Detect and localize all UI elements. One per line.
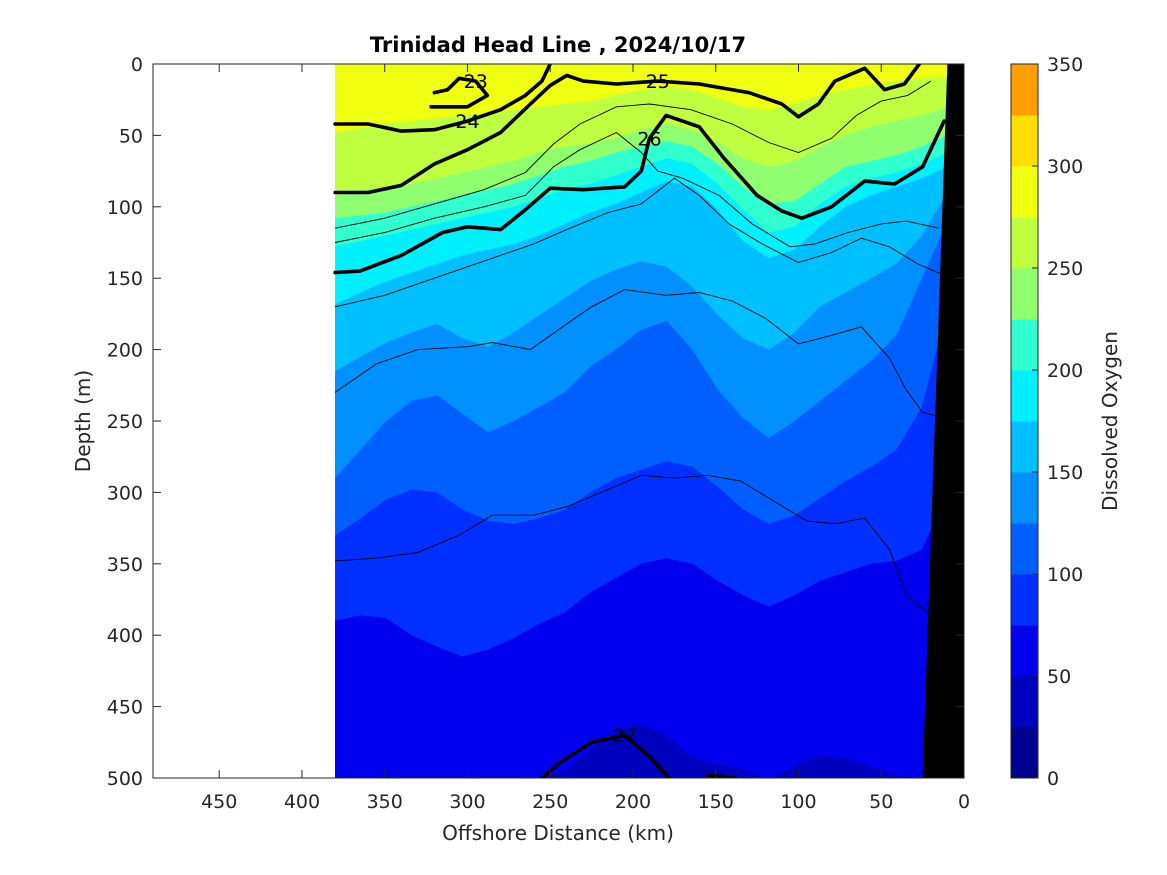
colorbar-label: Dissolved Oxygen bbox=[1098, 331, 1122, 511]
x-tick-label: 100 bbox=[780, 791, 816, 813]
density-contour-thin bbox=[335, 80, 932, 229]
bottom-topography bbox=[922, 64, 964, 778]
colorbar-segment bbox=[1011, 166, 1038, 218]
y-axis-label: Depth (m) bbox=[71, 370, 95, 472]
x-tick-label: 150 bbox=[698, 791, 734, 813]
y-tick-label: 500 bbox=[107, 768, 143, 790]
colorbar-tick-label: 300 bbox=[1047, 156, 1083, 178]
density-contour-thin bbox=[334, 289, 945, 419]
density-contour-26 bbox=[333, 113, 946, 275]
x-tick-label: 0 bbox=[958, 791, 970, 813]
colorbar-tick-label: 100 bbox=[1047, 564, 1083, 586]
plot-area: 23 24 25 26 27 bbox=[333, 64, 964, 778]
colorbar-segment bbox=[1011, 115, 1038, 167]
density-contour-27 bbox=[540, 733, 672, 778]
y-tick-label: 300 bbox=[107, 482, 143, 504]
colorbar-segment bbox=[1011, 421, 1038, 473]
y-tick-label: 450 bbox=[107, 697, 143, 719]
colorbar-segment bbox=[1011, 523, 1038, 575]
x-tick-label: 450 bbox=[201, 791, 237, 813]
chart-title: Trinidad Head Line , 2024/10/17 bbox=[370, 33, 746, 57]
colorbar-segment bbox=[1011, 574, 1038, 626]
colorbar-segment bbox=[1011, 268, 1038, 320]
contour-label-25: 25 bbox=[646, 71, 670, 93]
y-tick-label: 250 bbox=[107, 411, 143, 433]
density-contour-thin bbox=[334, 177, 945, 308]
y-tick-label: 400 bbox=[107, 625, 143, 647]
x-tick-label: 50 bbox=[869, 791, 893, 813]
y-tick-label: 200 bbox=[107, 340, 143, 362]
density-contour-23 bbox=[429, 76, 490, 109]
y-tick-label: 50 bbox=[119, 125, 143, 147]
colorbar: 0 50 100 150 200 250 300 350 bbox=[1010, 54, 1083, 790]
contour-label-26: 26 bbox=[637, 128, 661, 150]
density-contour-24 bbox=[333, 64, 552, 133]
colorbar-segment bbox=[1011, 64, 1038, 116]
colorbar-segment bbox=[1011, 625, 1038, 677]
y-tick-label: 100 bbox=[107, 197, 143, 219]
y-tick-label: 0 bbox=[131, 54, 143, 76]
y-tick-label: 350 bbox=[107, 554, 143, 576]
colorbar-tick-label: 150 bbox=[1047, 462, 1083, 484]
colorbar-segment bbox=[1011, 217, 1038, 269]
colorbar-tick-label: 350 bbox=[1047, 54, 1083, 76]
colorbar-segment bbox=[1011, 472, 1038, 524]
x-tick-label: 350 bbox=[367, 791, 403, 813]
x-tick-label: 250 bbox=[532, 791, 568, 813]
x-axis-label: Offshore Distance (km) bbox=[442, 821, 674, 845]
colorbar-tick-label: 50 bbox=[1047, 666, 1071, 688]
colorbar-tick-label: 200 bbox=[1047, 360, 1083, 382]
colorbar-segment bbox=[1011, 727, 1038, 779]
x-tick-label: 200 bbox=[615, 791, 651, 813]
colorbar-frame bbox=[1010, 63, 1039, 779]
x-tick-label: 300 bbox=[449, 791, 485, 813]
colorbar-segment bbox=[1011, 319, 1038, 371]
colorbar-segment bbox=[1011, 370, 1038, 422]
density-contour-25 bbox=[333, 64, 922, 195]
contour-label-27: 27 bbox=[613, 725, 637, 747]
contour-label-24: 24 bbox=[455, 111, 479, 133]
y-axis: 0 50 100 150 200 250 300 350 400 450 500 bbox=[107, 54, 964, 790]
contour-label-23: 23 bbox=[464, 71, 488, 93]
colorbar-segment bbox=[1011, 676, 1038, 728]
colorbar-tick-label: 0 bbox=[1047, 768, 1059, 790]
colorbar-tick-label: 250 bbox=[1047, 258, 1083, 280]
density-contour-thin bbox=[335, 131, 940, 248]
y-tick-label: 150 bbox=[107, 268, 143, 290]
x-axis: 450 400 350 300 250 200 150 100 50 0 bbox=[201, 64, 970, 813]
oxygen-band-50 bbox=[335, 492, 950, 778]
density-contour-thin bbox=[335, 474, 928, 613]
x-tick-label: 400 bbox=[284, 791, 320, 813]
